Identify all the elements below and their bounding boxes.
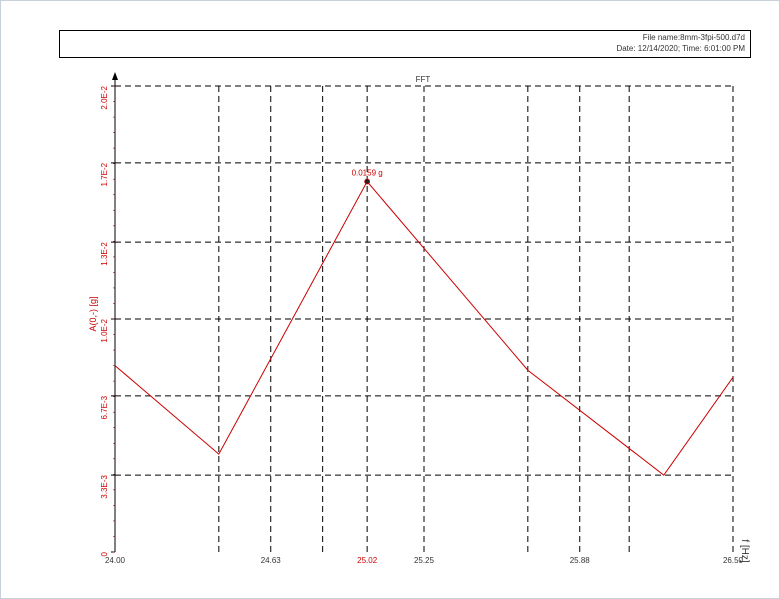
date-value: 12/14/2020 (637, 44, 678, 53)
y-tick-label: 3.3E-3 (100, 475, 109, 499)
peak-label: 0.0159 g (352, 169, 383, 178)
y-tick-label: 1.3E-2 (100, 242, 109, 266)
y-axis-title: A(0,-) [g] (88, 296, 98, 331)
date-label: Date: (616, 44, 638, 53)
x-tick-label: 25.25 (414, 556, 435, 565)
file-name-label: File name: (642, 33, 681, 42)
series-line (114, 180, 734, 476)
x-tick-labels: 24.00 24.63 25.25 25.88 26.50 25.02 (105, 556, 744, 565)
x-tick-label: 26.50 (723, 556, 744, 565)
file-info-box: File name:8mm-3fpi-500.d7d Date: 12/14/2… (59, 30, 751, 58)
chart-title: FFT (416, 75, 431, 84)
y-axis-arrow-icon (112, 72, 118, 80)
y-tick-label: 2.0E-2 (100, 85, 109, 109)
y-tick-label: 6.7E-3 (100, 395, 109, 419)
date-time-line: Date: 12/14/2020; Time: 6:01:00 PM (616, 44, 745, 53)
peak-marker (364, 178, 371, 185)
x-cursor-label: 25.02 (357, 556, 378, 565)
y-tick-label: 0 (100, 551, 109, 556)
file-name-value: 8mm-3fpi-500.d7d (680, 33, 745, 42)
time-label: ; Time: (677, 44, 705, 53)
axes-layer (112, 72, 118, 552)
x-tick-label: 25.88 (570, 556, 591, 565)
y-tick-labels: 0 3.3E-3 6.7E-3 1.0E-2 1.3E-2 1.7E-2 2.0E-2 (100, 85, 109, 556)
y-tick-label: 1.0E-2 (100, 318, 109, 342)
x-axis-title: f [Hz] (739, 539, 750, 563)
file-name-line: File name:8mm-3fpi-500.d7d (643, 33, 745, 42)
grid-layer (111, 85, 734, 553)
annotation-layer: 0.0159 g (352, 169, 383, 185)
x-tick-label: 24.63 (261, 556, 282, 565)
y-tick-label: 1.7E-2 (100, 162, 109, 186)
series-layer (114, 180, 734, 476)
time-value: 6:01:00 PM (704, 44, 745, 53)
x-tick-label: 24.00 (105, 556, 126, 565)
